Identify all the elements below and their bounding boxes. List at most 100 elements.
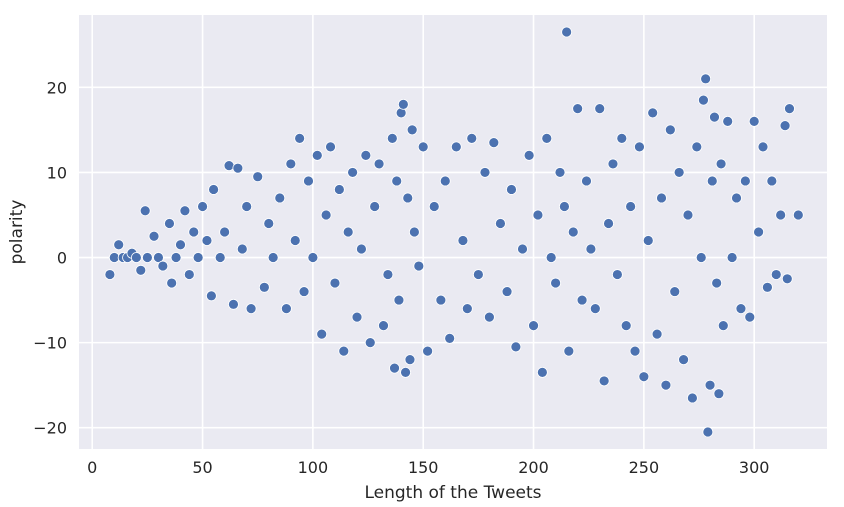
- data-point: [142, 252, 153, 263]
- data-point: [285, 158, 297, 170]
- data-point: [572, 103, 584, 115]
- data-point: [784, 103, 795, 115]
- data-point: [274, 192, 286, 204]
- data-point: [382, 269, 394, 280]
- data-point: [709, 111, 720, 123]
- data-point: [678, 354, 689, 366]
- data-point: [536, 367, 548, 378]
- data-point: [316, 328, 328, 340]
- data-point: [364, 337, 376, 349]
- data-point: [559, 201, 570, 212]
- data-point: [664, 124, 676, 136]
- data-point: [695, 252, 707, 263]
- data-point: [281, 303, 292, 314]
- data-point: [258, 281, 270, 293]
- data-point: [691, 141, 703, 153]
- data-point: [461, 303, 473, 314]
- data-point: [554, 167, 566, 178]
- data-point: [201, 235, 213, 246]
- data-point: [166, 277, 178, 289]
- data-point: [104, 269, 116, 280]
- data-point: [495, 218, 506, 229]
- x-tick-label: 100: [298, 458, 329, 477]
- data-point: [770, 269, 782, 280]
- data-point: [130, 252, 142, 263]
- data-point: [289, 235, 301, 246]
- data-point: [687, 392, 698, 404]
- data-point: [629, 345, 641, 357]
- data-point: [660, 379, 672, 391]
- data-points: [104, 26, 804, 438]
- data-point: [373, 158, 385, 170]
- data-point: [484, 311, 495, 323]
- data-point: [311, 150, 323, 161]
- data-point: [757, 141, 769, 153]
- data-point: [541, 132, 553, 144]
- data-point: [517, 243, 528, 255]
- x-axis-label: Length of the Tweets: [364, 483, 541, 503]
- data-point: [397, 98, 409, 110]
- data-point: [704, 379, 716, 391]
- data-point: [197, 201, 208, 212]
- data-point: [545, 252, 557, 263]
- data-point: [139, 205, 151, 217]
- data-point: [192, 252, 204, 263]
- data-point: [444, 332, 456, 344]
- data-point: [236, 243, 248, 255]
- data-point: [347, 167, 359, 178]
- data-point: [506, 184, 517, 195]
- data-point: [766, 175, 778, 187]
- data-point: [402, 192, 414, 204]
- data-point: [779, 120, 791, 132]
- data-point: [435, 294, 447, 306]
- data-point: [241, 201, 253, 212]
- data-point: [183, 269, 195, 280]
- data-point: [567, 226, 579, 238]
- data-point: [417, 141, 429, 153]
- data-point: [170, 252, 182, 263]
- data-point: [439, 175, 451, 187]
- data-point: [762, 281, 773, 293]
- y-tick-label: −20: [33, 419, 67, 438]
- data-point: [501, 286, 513, 297]
- data-point: [408, 226, 420, 238]
- data-point: [135, 264, 147, 276]
- data-point: [744, 311, 756, 323]
- data-point: [479, 167, 491, 178]
- data-point: [753, 226, 764, 238]
- data-point: [563, 345, 575, 357]
- y-tick-label: 10: [47, 163, 67, 182]
- data-point: [329, 277, 341, 289]
- data-point: [406, 124, 418, 136]
- data-point: [360, 150, 372, 161]
- data-point: [356, 243, 367, 255]
- data-point: [472, 269, 484, 280]
- data-point: [722, 115, 734, 127]
- data-point: [113, 239, 125, 251]
- data-point: [603, 218, 614, 229]
- data-point: [620, 320, 632, 332]
- data-point: [245, 303, 257, 314]
- data-point: [488, 137, 500, 149]
- data-point: [325, 141, 336, 153]
- data-point: [739, 175, 751, 187]
- data-point: [428, 201, 440, 212]
- data-point: [386, 132, 398, 144]
- data-point: [391, 175, 403, 187]
- x-tick-label: 0: [87, 458, 97, 477]
- data-point: [175, 239, 186, 251]
- data-point: [450, 141, 462, 153]
- data-point: [673, 167, 685, 178]
- data-point: [510, 341, 522, 353]
- y-tick-label: 0: [57, 249, 67, 268]
- data-point: [342, 226, 354, 238]
- data-point: [715, 158, 727, 170]
- data-point: [523, 150, 535, 161]
- data-point: [642, 235, 654, 246]
- data-point: [528, 320, 539, 332]
- data-point: [378, 320, 389, 332]
- x-tick-labels: 0 50 100 150 200 250 300: [87, 458, 769, 477]
- y-axis-label: polarity: [7, 200, 27, 265]
- data-point: [263, 218, 275, 229]
